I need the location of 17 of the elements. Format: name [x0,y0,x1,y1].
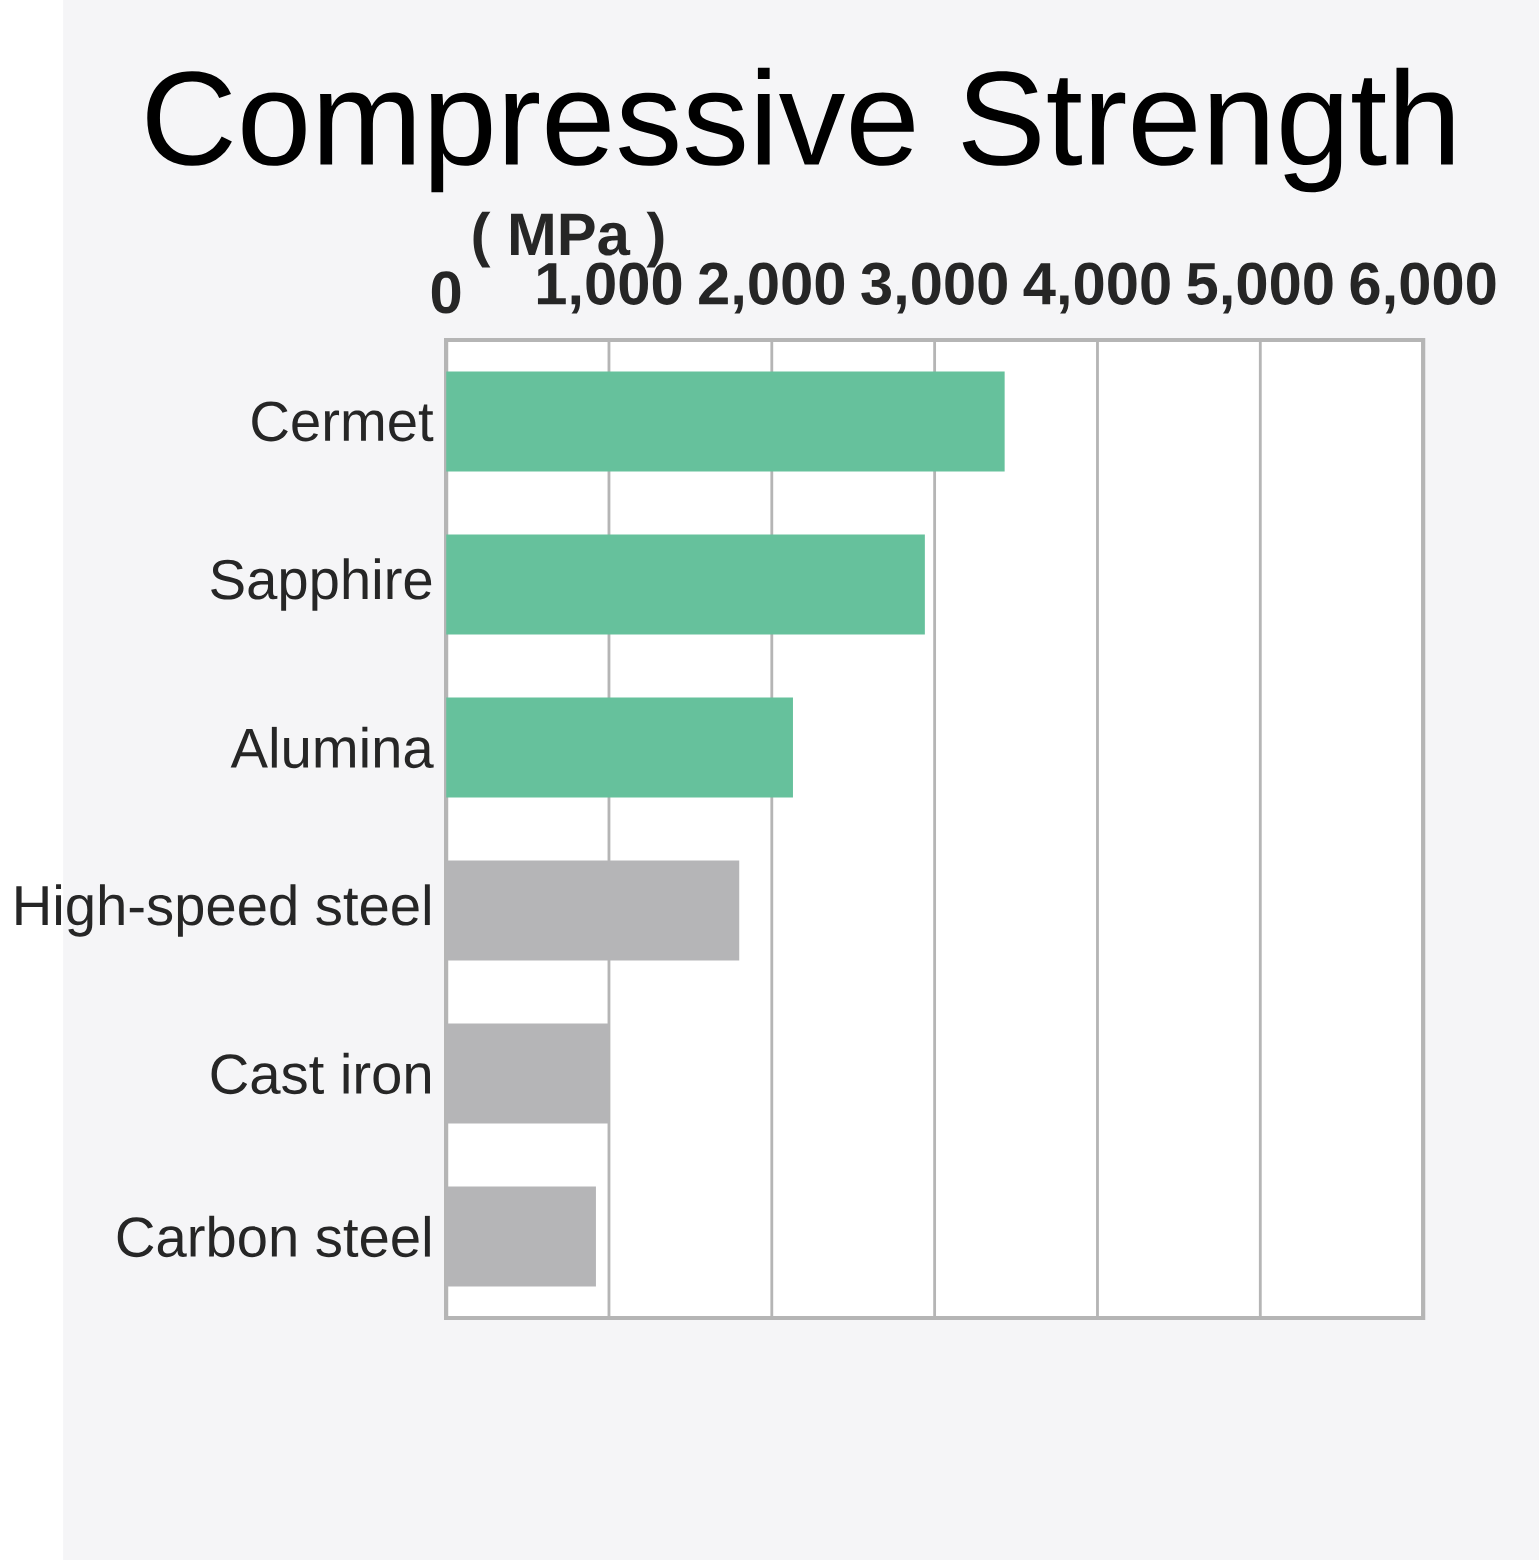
y-tick-label: Sapphire [211,558,432,611]
y-tick-label: Carbon steel [117,1215,430,1258]
y-tick-label: Cermet [252,401,434,442]
y-tick-label: Alumina [230,726,434,769]
x-tick-label: 2,000 [699,262,845,314]
bar [446,697,793,798]
x-tick-label: 0 [431,271,461,314]
bar [446,1186,596,1287]
x-tick-label: 4,000 [1023,262,1170,314]
bar [446,371,1005,472]
x-tick-label: 3,000 [861,262,1007,314]
chart-title: Compressive Strength [147,67,1453,193]
x-tick-label: 5,000 [1187,262,1333,314]
bar [446,534,925,635]
x-tick-label: 6,000 [1350,262,1496,314]
y-tick-label: Cast iron [211,1052,430,1095]
y-tick-label: High-speed steel [16,884,430,937]
